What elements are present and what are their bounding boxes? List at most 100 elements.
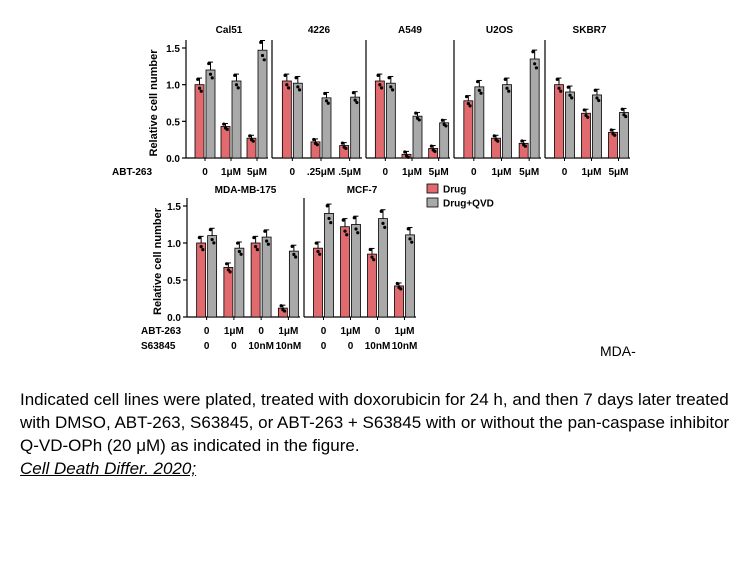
y-tick-label: 0.5 [167, 276, 181, 287]
x-tick-label: 0 [471, 167, 477, 178]
replicate-point [586, 115, 590, 119]
x-tick-label: 5μM [247, 167, 267, 178]
x-tick-label: 0 [231, 341, 237, 352]
bar-drug-qvd [207, 235, 218, 318]
replicate-point [239, 252, 243, 256]
replicate-point [597, 98, 601, 103]
replicate-point [582, 108, 586, 112]
bar-drug-qvd [257, 49, 268, 159]
legend-swatch-drug [426, 183, 439, 194]
replicate-point [210, 237, 214, 242]
panel-title: 4226 [308, 25, 331, 36]
x-tick-label: 5μM [608, 167, 628, 178]
replicate-point [440, 118, 445, 122]
replicate-point [312, 137, 316, 142]
x-tick-label: 10nM [392, 341, 418, 352]
replicate-point [210, 76, 214, 80]
x-tick-label: .5μM [338, 167, 361, 178]
replicate-point [570, 96, 574, 100]
replicate-point [259, 40, 263, 44]
replicate-point [613, 133, 617, 137]
bar-drug-qvd [205, 69, 216, 159]
x-tick-label: 1μM [224, 326, 244, 337]
y-tick-label: 0.0 [166, 154, 180, 165]
bar-drug [220, 126, 231, 159]
replicate-point [531, 50, 535, 54]
bar-drug-qvd [385, 82, 396, 159]
replicate-point [294, 76, 298, 80]
replicate-point [444, 124, 448, 128]
y-tick-label: 1.5 [166, 44, 180, 55]
replicate-point [262, 58, 266, 62]
replicate-point [381, 221, 385, 225]
bar-drug-qvd [412, 115, 423, 159]
bar-drug-qvd [565, 91, 575, 159]
replicate-point [208, 72, 213, 76]
x-tick-label: 1μM [402, 167, 422, 178]
bar-drug-qvd [405, 234, 415, 318]
x-tick-label: 0 [290, 167, 296, 178]
replicate-point [324, 99, 329, 103]
bar-drug [340, 226, 350, 318]
replicate-point [225, 127, 229, 131]
y-tick-label: 1.0 [167, 239, 181, 250]
bar-drug [250, 242, 261, 318]
bar-drug [313, 247, 323, 318]
replicate-point [294, 255, 298, 259]
replicate-point [279, 304, 283, 308]
bar-drug [554, 84, 564, 159]
replicate-point [383, 225, 387, 229]
replicate-point [355, 100, 359, 105]
bar-drug [608, 131, 618, 159]
replicate-point [318, 252, 322, 256]
replicate-point [199, 244, 203, 249]
replicate-point [314, 241, 318, 245]
replicate-point [260, 53, 265, 58]
replicate-point [379, 86, 384, 90]
replicate-point [212, 241, 216, 245]
replicate-point [197, 236, 201, 240]
replicate-point [356, 231, 360, 235]
replicate-point [251, 139, 255, 143]
y-tick-label: 0.5 [166, 117, 180, 128]
replicate-point [559, 89, 563, 93]
replicate-point [283, 309, 287, 313]
x-tick-label: 1μM [221, 167, 241, 178]
replicate-point [233, 73, 237, 77]
replicate-point [372, 258, 376, 262]
y-tick-label: 1.5 [167, 202, 181, 213]
x-tick-label: 10nM [365, 341, 391, 352]
replicate-point [351, 91, 356, 95]
citation-link[interactable]: Cell Death Differ. 2020; [20, 459, 197, 478]
replicate-point [534, 66, 539, 70]
replicate-point [266, 242, 270, 246]
replicate-point [624, 114, 628, 119]
replicate-point [265, 239, 269, 243]
replicate-point [236, 86, 240, 90]
x-tick-label: 1μM [278, 326, 298, 337]
replicate-point [620, 107, 624, 111]
x-tick-label: 5μM [519, 167, 539, 178]
replicate-point [297, 88, 302, 92]
replicate-point [343, 229, 347, 233]
replicate-point [290, 244, 294, 248]
bar-drug [194, 84, 205, 159]
x-tick-label: 1μM [394, 326, 414, 337]
treatment-row-label: ABT-263 [141, 326, 181, 337]
y-tick-label: 0.0 [167, 313, 181, 324]
replicate-point [390, 88, 395, 92]
replicate-point [316, 249, 320, 254]
replicate-point [199, 89, 203, 93]
replicate-point [315, 143, 319, 147]
replicate-point [406, 227, 410, 231]
replicate-point [468, 104, 472, 108]
x-tick-label: 0 [562, 167, 568, 178]
replicate-point [403, 150, 407, 154]
replicate-point [222, 122, 226, 126]
replicate-point [325, 204, 329, 208]
replicate-point [507, 89, 511, 93]
replicate-point [354, 227, 358, 231]
y-axis-label: Relative cell number [148, 49, 160, 157]
legend-label-drug-qvd: Drug+QVD [443, 199, 494, 210]
